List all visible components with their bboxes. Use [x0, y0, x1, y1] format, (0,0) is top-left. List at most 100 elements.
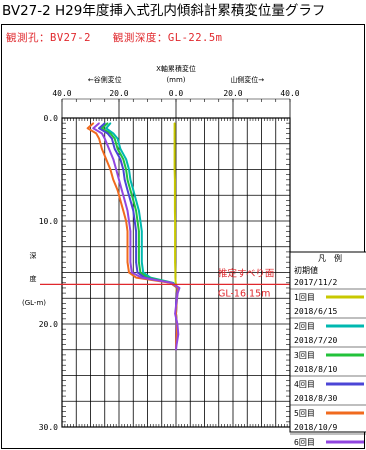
series-point	[138, 251, 140, 253]
series-point	[139, 271, 142, 274]
series-point	[105, 158, 107, 160]
slip-surface-label: 推定すべり面	[218, 267, 274, 279]
series-point	[86, 127, 89, 130]
series-point	[174, 271, 177, 274]
series-point	[141, 261, 143, 264]
series-point	[125, 220, 127, 222]
legend-title: 凡 例	[318, 253, 342, 263]
series-point	[113, 137, 116, 140]
series-point	[173, 132, 176, 135]
series-point	[136, 220, 139, 222]
legend-initial-label: 初期値	[294, 265, 318, 275]
series-point	[125, 158, 127, 160]
series-point	[174, 240, 176, 243]
series-point	[103, 137, 106, 140]
chart-title: BV27-2 H29年度挿入式孔内傾斜計累積変位量グラフ	[2, 3, 326, 19]
series-point	[173, 158, 176, 160]
series-point	[126, 189, 129, 191]
series-point	[135, 209, 137, 212]
series-point	[174, 276, 177, 279]
series-point	[129, 251, 132, 253]
series-point	[129, 179, 132, 181]
series-point	[126, 240, 129, 243]
series-point	[122, 168, 125, 171]
y-tick-label: 20.0	[39, 320, 58, 329]
series-point	[128, 271, 130, 274]
chart-subtitle: 観測孔：BV27-2 観測深度：GL-22.5m	[6, 32, 223, 44]
chart-frame	[1, 24, 365, 449]
series-point	[129, 240, 132, 243]
series-point	[126, 209, 129, 212]
legend-entry-date: 2018/8/30	[294, 394, 338, 403]
series-point	[119, 199, 122, 202]
series-point	[126, 179, 129, 181]
series-point	[135, 261, 137, 264]
axis-unit: (mm)	[166, 76, 185, 84]
series-point	[173, 122, 176, 124]
series-point	[123, 179, 126, 181]
series-point	[142, 271, 145, 274]
series-point	[133, 220, 136, 222]
series-point	[135, 240, 137, 243]
slip-surface-depth: GL-16.15m	[218, 288, 270, 299]
series-point	[177, 333, 180, 336]
series-point	[132, 199, 135, 202]
series-point	[115, 168, 117, 171]
y-label-char: 深	[30, 251, 37, 260]
series-point	[135, 251, 137, 253]
y-unit-label: (GL-m)	[22, 299, 46, 307]
series-point	[174, 179, 176, 181]
series-point	[122, 209, 125, 212]
series-point	[108, 148, 110, 150]
series-point	[126, 230, 129, 233]
legend-entry-label: 5回目	[294, 409, 315, 418]
series-point	[141, 240, 143, 243]
series-point	[119, 158, 122, 160]
series-point	[139, 220, 142, 222]
series-point	[128, 220, 130, 222]
series-point	[174, 251, 176, 253]
series-point	[176, 323, 179, 325]
series-point	[98, 137, 100, 140]
x-right-label: 山側変位→	[230, 75, 264, 84]
series-point	[101, 148, 103, 150]
series-point	[129, 261, 132, 264]
series-point	[135, 199, 137, 202]
series-point	[175, 333, 178, 336]
series-point	[95, 132, 97, 135]
series-point	[116, 189, 119, 191]
y-tick-label: 10.0	[39, 217, 58, 226]
series-point	[175, 302, 178, 305]
series-point	[170, 282, 173, 284]
series-point	[141, 230, 143, 233]
x-tick-label: 40.0	[280, 89, 299, 98]
series-point	[92, 122, 95, 124]
series-point	[118, 179, 120, 181]
series-point	[174, 282, 177, 284]
series-point	[132, 189, 135, 191]
series-point	[129, 199, 132, 202]
x-tick-label: 0.0	[169, 89, 184, 98]
series-point	[129, 189, 132, 191]
series-point	[116, 148, 119, 150]
legend-entry-label: 2回目	[294, 322, 315, 331]
series-point	[126, 251, 129, 253]
series-point	[174, 220, 176, 222]
series-point	[123, 199, 126, 202]
x-tick-label: 20.0	[223, 89, 242, 98]
series-point	[122, 158, 125, 160]
series-point	[105, 127, 107, 130]
series-point	[116, 137, 119, 140]
series-point	[138, 209, 140, 212]
series-point	[173, 148, 176, 150]
legend-entry-date: 2018/6/15	[294, 307, 338, 316]
legend-entry-label: 4回目	[294, 380, 315, 389]
series-point	[138, 261, 140, 264]
series-point	[92, 127, 95, 130]
series-point	[126, 261, 129, 264]
series-point	[98, 122, 100, 124]
series-point	[174, 209, 176, 212]
series-point	[175, 343, 178, 346]
series-point	[125, 168, 127, 171]
series-point	[138, 240, 140, 243]
